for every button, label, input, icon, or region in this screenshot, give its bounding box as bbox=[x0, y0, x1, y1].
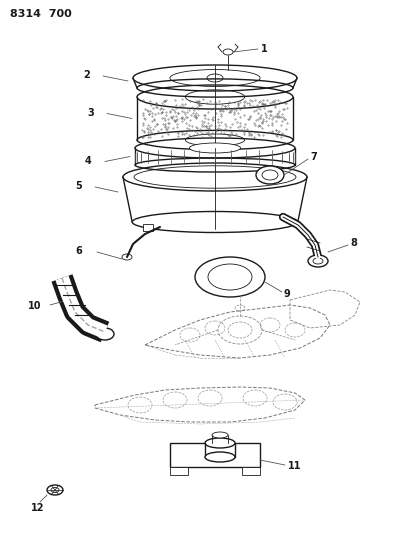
Ellipse shape bbox=[195, 257, 265, 297]
Text: 1: 1 bbox=[261, 44, 268, 54]
Text: 4: 4 bbox=[85, 156, 92, 166]
Text: 6: 6 bbox=[75, 246, 82, 256]
Ellipse shape bbox=[205, 438, 235, 448]
Ellipse shape bbox=[208, 264, 252, 290]
Text: 3: 3 bbox=[87, 108, 94, 117]
Ellipse shape bbox=[190, 143, 241, 153]
Text: 7: 7 bbox=[310, 152, 317, 162]
Bar bbox=[170, 443, 260, 467]
Ellipse shape bbox=[308, 255, 328, 267]
Bar bbox=[242, 467, 260, 475]
Ellipse shape bbox=[205, 452, 235, 462]
Text: 2: 2 bbox=[83, 70, 90, 80]
Text: 11: 11 bbox=[288, 461, 302, 471]
Ellipse shape bbox=[47, 485, 63, 495]
Bar bbox=[170, 467, 188, 475]
Text: 8: 8 bbox=[350, 238, 357, 248]
Ellipse shape bbox=[256, 166, 284, 184]
Text: 5: 5 bbox=[75, 181, 82, 191]
Ellipse shape bbox=[212, 432, 228, 438]
Text: 10: 10 bbox=[28, 301, 41, 311]
Ellipse shape bbox=[207, 74, 223, 82]
Text: 9: 9 bbox=[284, 289, 291, 299]
Text: 8314  700: 8314 700 bbox=[10, 9, 72, 19]
Bar bbox=[143, 224, 153, 231]
Text: 12: 12 bbox=[31, 503, 45, 513]
Ellipse shape bbox=[96, 328, 114, 340]
